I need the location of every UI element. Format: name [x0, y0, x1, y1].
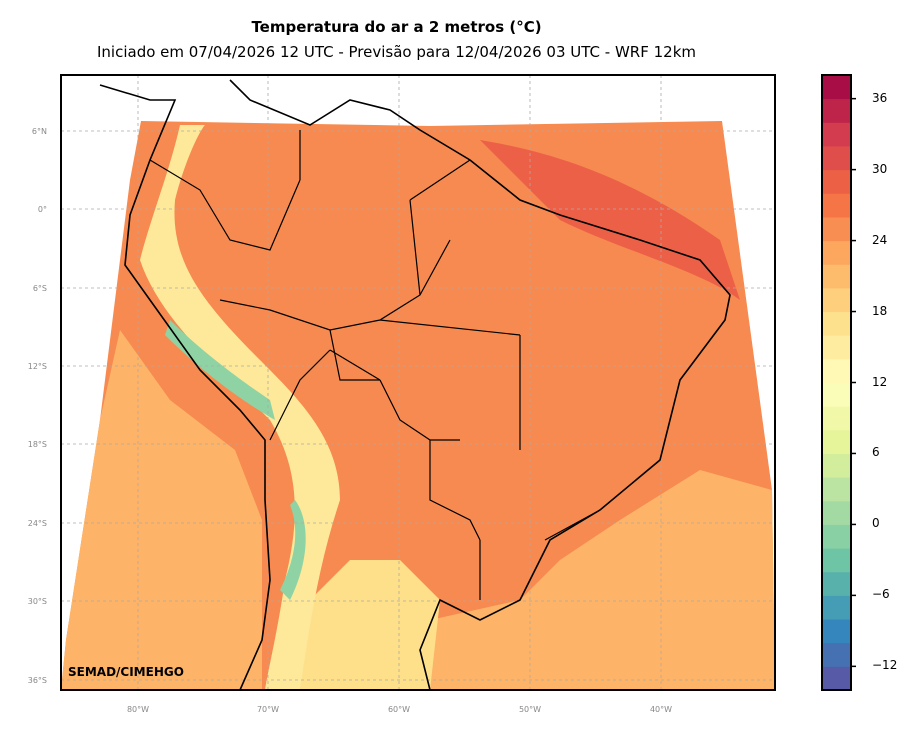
colorbar-band — [822, 666, 851, 691]
colorbar-band — [822, 240, 851, 265]
colorbar-band — [822, 406, 851, 431]
colorbar-tick-label: −6 — [872, 587, 890, 602]
colorbar-band — [822, 382, 851, 407]
south-cool-field — [300, 560, 440, 690]
colorbar-band — [822, 500, 851, 525]
colorbar-band — [822, 335, 851, 360]
ocean-southeast-field — [430, 470, 775, 690]
lon-label: 60°W — [388, 705, 410, 714]
colorbar-tick-label: 12 — [872, 374, 888, 389]
lon-label: 40°W — [650, 705, 672, 714]
lat-label: 18°S — [28, 440, 47, 449]
colorbar-band — [822, 453, 851, 478]
country-borders — [149, 130, 601, 600]
colorbar-tick-label: 6 — [872, 445, 880, 460]
colorbar-band — [822, 429, 851, 454]
map-frame — [60, 74, 776, 691]
lat-label: 36°S — [28, 676, 47, 685]
lat-label: 24°S — [28, 519, 47, 528]
colorbar-band — [822, 287, 851, 313]
andes-cold-spots — [165, 320, 306, 600]
lon-label: 70°W — [257, 705, 279, 714]
colorbar-band — [822, 145, 851, 171]
lon-label: 50°W — [519, 705, 541, 714]
colorbar-band — [822, 122, 851, 147]
northeast-hot-field — [480, 140, 740, 300]
colorbar-band — [822, 75, 851, 100]
colorbar-band — [822, 264, 851, 289]
colorbar-band — [822, 642, 851, 667]
colorbar-band — [822, 548, 851, 573]
colorbar-band — [822, 571, 851, 596]
colorbar-band — [822, 311, 851, 336]
lat-label: 30°S — [28, 597, 47, 606]
colorbar-tick-label: 30 — [872, 161, 888, 176]
coastline — [99, 79, 731, 690]
colorbar-band — [822, 216, 851, 242]
lon-label: 80°W — [127, 705, 149, 714]
colorbar-tick-label: 18 — [872, 303, 888, 318]
graticule — [61, 75, 775, 690]
colorbar-band — [822, 98, 851, 123]
colorbar-band — [822, 477, 851, 502]
colorbar-band — [822, 169, 851, 194]
lat-label: 12°S — [28, 362, 47, 371]
lat-axis: 6°N 0° 6°S 12°S 18°S 24°S 30°S 36°S — [28, 127, 47, 685]
watermark: SEMAD/CIMEHGO — [68, 665, 184, 679]
andes-cool-band — [140, 125, 340, 690]
lat-label: 6°N — [32, 127, 47, 136]
lon-axis: 80°W 70°W 60°W 50°W 40°W — [127, 705, 672, 714]
colorbar-band — [822, 358, 851, 383]
colorbar-band — [822, 619, 851, 644]
colorbar — [821, 74, 856, 691]
colorbar-band — [822, 193, 851, 218]
lat-label: 0° — [38, 205, 47, 214]
colorbar-tick-label: 36 — [872, 90, 888, 105]
colorbar-tick-label: −12 — [872, 658, 898, 673]
map-subtitle: Iniciado em 07/04/2026 12 UTC - Previsão… — [96, 43, 697, 61]
colorbar-band — [822, 595, 851, 620]
map-title: Temperatura do ar a 2 metros (°C) — [251, 18, 542, 36]
lat-label: 6°S — [33, 284, 47, 293]
colorbar-band — [822, 524, 851, 549]
colorbar-tick-label: 24 — [872, 232, 888, 247]
ocean-south-warm-field — [61, 330, 262, 690]
colorbar-tick-label: 0 — [872, 516, 880, 531]
